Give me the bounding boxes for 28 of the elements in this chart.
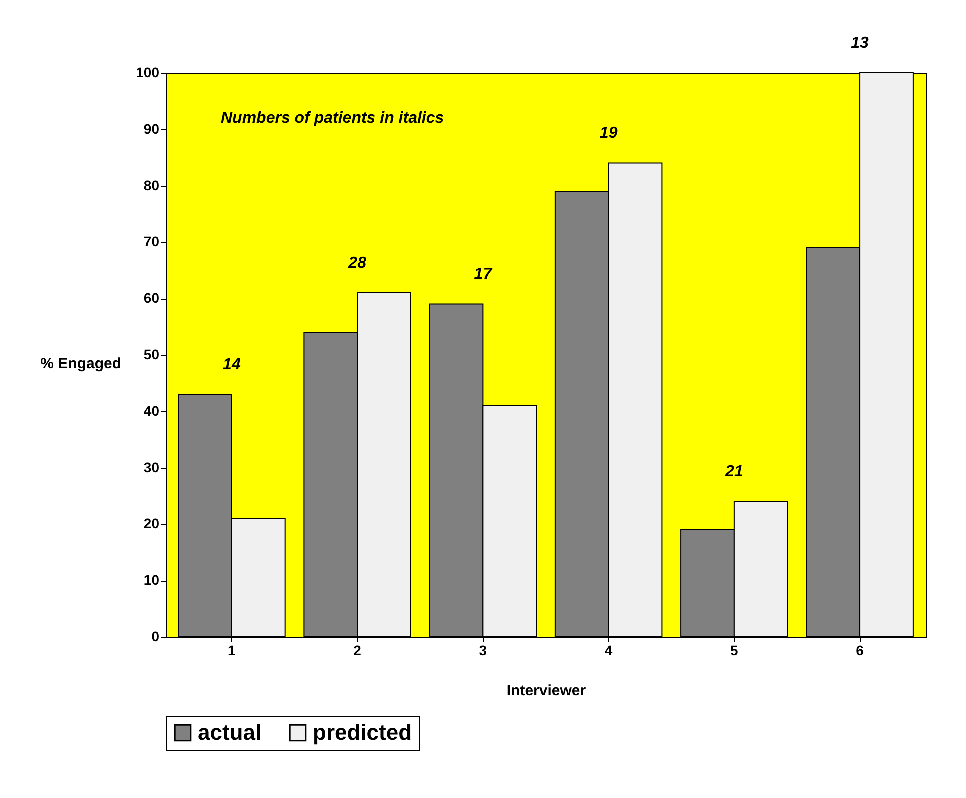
y-tick-label: 80 — [144, 177, 160, 194]
y-tick-label: 90 — [144, 120, 160, 137]
y-tick-label: 50 — [144, 346, 160, 362]
annotation: 21 — [724, 464, 744, 481]
annotation: 17 — [474, 266, 494, 284]
x-tick-label: 1 — [228, 642, 236, 658]
x-tick-label: 6 — [856, 642, 864, 658]
y-tick-label: 30 — [144, 459, 160, 476]
x-axis-title: Interviewer — [506, 682, 586, 700]
y-tick-label: 40 — [144, 402, 160, 419]
annotation: 28 — [348, 254, 367, 272]
y-tick-label: 100 — [136, 64, 160, 80]
x-tick-label: 2 — [354, 642, 362, 658]
x-tick-label: 4 — [604, 642, 613, 658]
legend-label: actual — [198, 720, 262, 745]
annotation: 19 — [600, 125, 618, 142]
y-tick-label: 10 — [144, 572, 160, 588]
y-tick-label: 20 — [144, 516, 160, 532]
text: 13 — [851, 35, 870, 52]
annotation: Numbers of patients in italics — [221, 110, 444, 127]
legend-label: predicted — [313, 720, 412, 745]
x-tick-label: 3 — [479, 642, 488, 658]
x-tick-label: 5 — [730, 642, 739, 658]
y-tick-label: 0 — [152, 628, 160, 644]
y-tick-label: 70 — [144, 234, 160, 250]
y-tick-label: 60 — [144, 290, 160, 306]
y-axis-title: % Engaged — [40, 356, 122, 372]
annotation: 14 — [223, 356, 241, 374]
